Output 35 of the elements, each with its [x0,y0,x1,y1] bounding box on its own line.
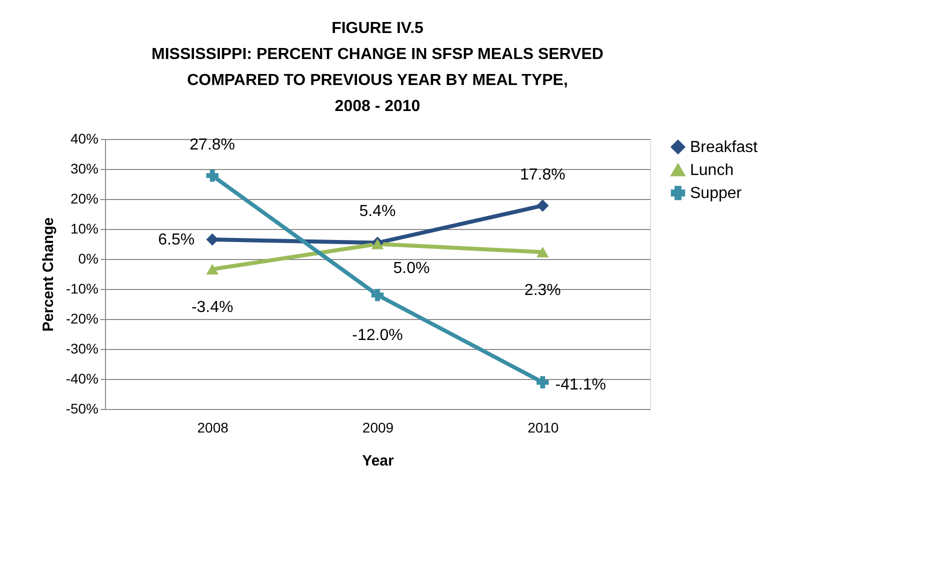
data-label: -41.1% [555,376,606,394]
legend-label: Lunch [690,162,734,179]
y-tick-label: -40% [66,370,98,386]
data-label: 17.8% [520,166,566,184]
point [536,199,549,212]
x-axis-title: Year [362,452,394,470]
point [536,246,549,258]
y-tick-label: -50% [66,400,98,416]
data-label: 5.0% [393,260,430,277]
legend-label: Supper [690,185,742,202]
point [536,376,549,388]
data-label: -12.0% [352,327,403,344]
y-tick-label: 20% [70,190,98,206]
y-tick-label: -10% [66,280,98,296]
point [371,288,384,302]
point [206,169,218,182]
data-label: 6.5% [158,232,195,248]
point [206,233,218,246]
point [206,264,218,275]
x-tick-label: 2010 [528,420,559,436]
x-tick-label: 2009 [362,420,394,436]
data-label: -3.4% [191,299,234,316]
y-tick-label: -20% [66,310,98,326]
data-label: 5.4% [359,202,396,220]
data-label: 27.8% [190,136,236,154]
y-tick-label: 40% [70,130,98,146]
data-label: 2.3% [524,282,561,300]
y-tick-label: 10% [70,220,98,236]
y-tick-label: 30% [70,160,98,176]
y-axis-title: Percent Change [40,217,57,332]
legend-label: Breakfast [690,139,758,156]
y-tick-label: -30% [66,340,98,356]
x-tick-label: 2008 [197,420,229,436]
y-tick-label: 0% [78,250,98,266]
chart-title: FIGURE IV.5 MISSISSIPPI: PERCENT CHANGE IN SFSP MEALS SERVED COMPARED TO PREVIOUS YEAR BY MEAL TYPE, 2008 - 2010 [152,20,604,115]
